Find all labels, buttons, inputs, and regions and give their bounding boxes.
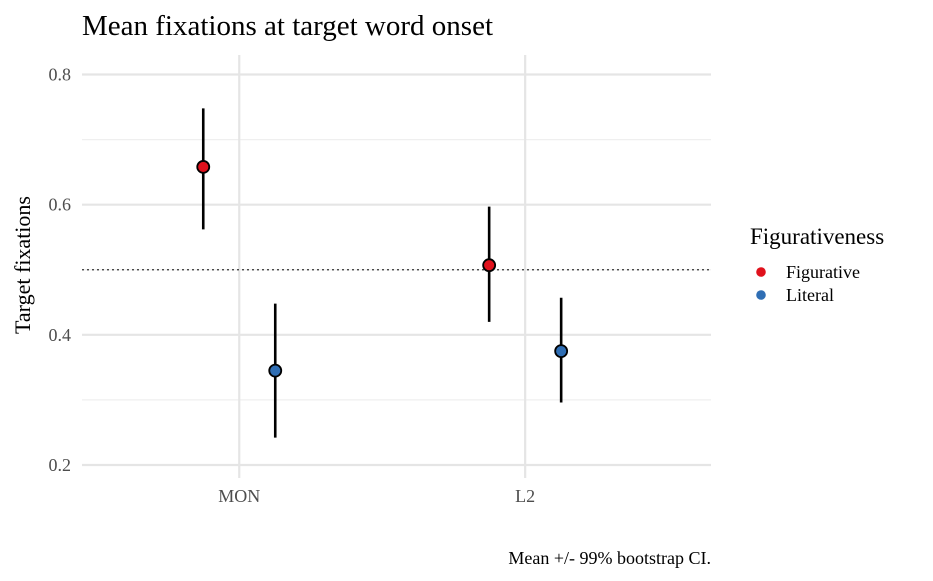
y-tick-label: 0.8 [49,65,72,85]
x-axis-ticks: MON L2 [218,486,535,506]
data-point [268,363,283,378]
chart-title: Mean fixations at target word onset [82,10,493,42]
legend-key [756,290,766,300]
y-axis-title: Target fixations [10,196,35,334]
legend-label: Figurative [786,262,860,282]
points [196,160,569,378]
legend: Figurative Literal [756,262,860,305]
legend-key [756,267,766,277]
caption: Mean +/- 99% bootstrap CI. [508,548,711,568]
y-tick-label: 0.4 [49,325,72,345]
x-tick-label: L2 [515,486,535,506]
data-point [482,258,497,273]
y-axis-ticks: 0.2 0.4 0.6 0.8 [49,65,72,475]
y-tick-label: 0.6 [49,195,72,215]
y-tick-label: 0.2 [49,455,72,475]
x-tick-label: MON [218,486,260,506]
grid [82,55,711,478]
data-point [554,344,569,359]
error-bars [201,108,563,438]
legend-label: Literal [786,285,834,305]
legend-title: Figurativeness [750,224,884,249]
data-point [196,160,211,174]
